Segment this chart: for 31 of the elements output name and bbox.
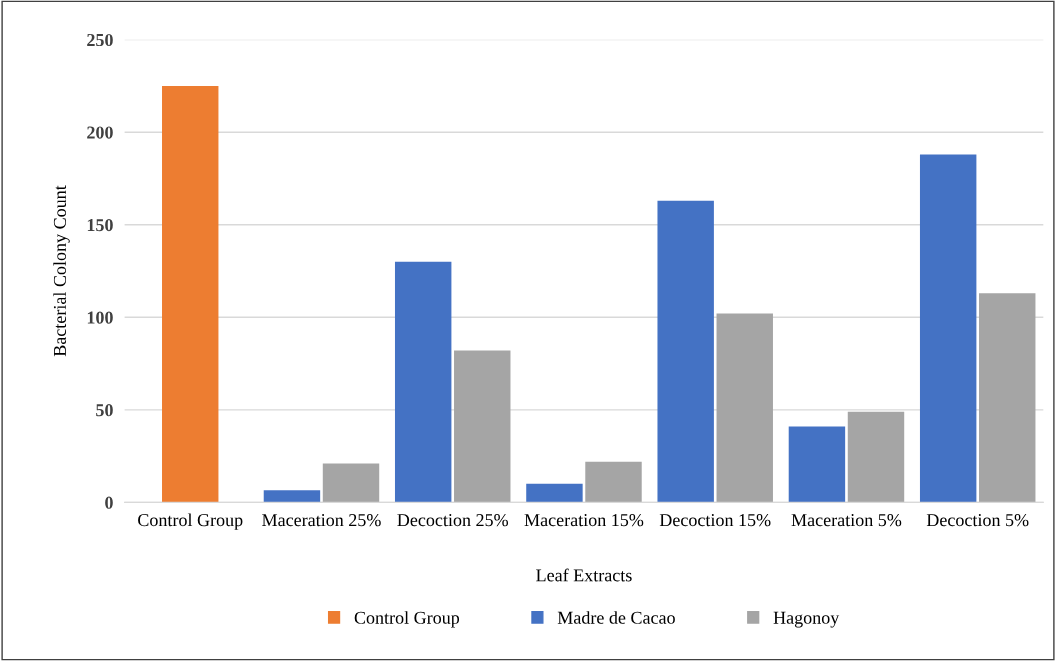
- bar: [788, 426, 846, 503]
- legend-label: Control Group: [354, 611, 460, 628]
- bar: [585, 461, 642, 503]
- bar: [394, 261, 452, 503]
- legend-label: Madre de Cacao: [557, 611, 675, 624]
- x-tick-label: Decoction 5%: [926, 513, 1029, 527]
- x-tick-label: Maceration 15%: [524, 513, 644, 527]
- y-tick-label: 250: [87, 33, 113, 47]
- x-axis-title: Leaf Extracts: [536, 568, 632, 582]
- bar: [919, 154, 977, 503]
- x-tick-label: Maceration 5%: [791, 513, 902, 527]
- bar: [322, 463, 380, 503]
- bar: [263, 490, 321, 503]
- y-tick-label: 200: [87, 126, 113, 139]
- y-tick-label: 100: [87, 311, 113, 324]
- bar: [847, 411, 905, 503]
- bar: [716, 313, 773, 503]
- y-tick-label: 0: [105, 496, 113, 509]
- y-tick-label: 150: [87, 219, 113, 232]
- y-tick-label: 50: [96, 404, 113, 417]
- x-tick-label: Decoction 25%: [397, 513, 509, 527]
- bar: [454, 350, 511, 503]
- bar: [979, 293, 1036, 503]
- bar: [526, 483, 583, 503]
- x-tick-label: Maceration 25%: [262, 513, 381, 527]
- legend-label: Hagonoy: [773, 611, 840, 628]
- x-tick-label: Control Group: [138, 513, 243, 530]
- bar: [162, 85, 219, 503]
- y-axis-title: Bacterial Colony Count: [53, 185, 70, 357]
- x-tick-label: Decoction 15%: [659, 513, 771, 527]
- bar: [657, 200, 714, 503]
